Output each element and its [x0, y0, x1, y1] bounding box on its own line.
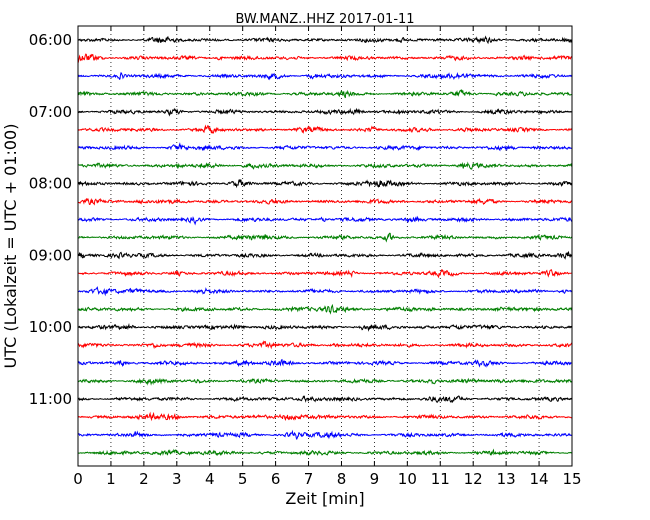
x-tick-label: 10 [398, 470, 417, 488]
x-tick-label: 13 [497, 470, 516, 488]
trace-0845 [77, 232, 573, 243]
y-tick-label: 11:00 [29, 390, 72, 408]
x-tick-label: 8 [337, 470, 347, 488]
trace-0930 [77, 286, 573, 297]
trace-1115 [77, 411, 573, 422]
plot-frame [77, 25, 573, 467]
x-tick-label: 11 [431, 470, 450, 488]
trace-0715 [77, 124, 573, 134]
y-axis-label: UTC (Lokalzeit = UTC + 01:00) [1, 124, 20, 369]
axis-ticks: 0 1 2 3 4 5 6 7 8 9 10 11 12 13 14 1506:0007:0008:0009:… [29, 26, 582, 488]
trace-0645 [77, 89, 573, 99]
chart-title: BW.MANZ..HHZ 2017-01-11 [235, 12, 414, 27]
trace-0830 [77, 215, 573, 226]
x-tick-label: 15 [562, 470, 581, 488]
trace-0730 [77, 142, 573, 152]
trace-1000 [77, 323, 573, 332]
x-tick-label: 4 [205, 470, 215, 488]
trace-0815 [77, 197, 573, 206]
y-tick-label: 07:00 [29, 103, 72, 121]
y-tick-label: 10:00 [29, 318, 72, 336]
y-tick-label: 09:00 [29, 246, 72, 264]
x-tick-label: 0 [73, 470, 83, 488]
x-tick-label: 12 [464, 470, 483, 488]
trace-1130 [77, 429, 573, 441]
y-tick-label: 08:00 [29, 175, 72, 193]
grid-lines [110, 26, 540, 466]
trace-0630 [77, 71, 573, 81]
x-tick-label: 6 [271, 470, 281, 488]
trace-0900 [77, 250, 573, 260]
x-axis-label: Zeit [min] [285, 489, 364, 508]
x-tick-label: 2 [139, 470, 149, 488]
trace-0945 [77, 303, 573, 315]
trace-1015 [77, 340, 573, 350]
x-tick-label: 3 [172, 470, 182, 488]
x-tick-label: 5 [238, 470, 248, 488]
trace-0745 [77, 161, 573, 170]
trace-1030 [77, 358, 573, 368]
x-tick-label: 9 [370, 470, 380, 488]
trace-0615 [77, 53, 573, 63]
x-tick-label: 1 [106, 470, 116, 488]
trace-0700 [77, 107, 573, 117]
trace-0915 [77, 268, 573, 279]
trace-0600 [77, 35, 573, 45]
x-tick-label: 7 [304, 470, 314, 488]
x-tick-label: 14 [530, 470, 549, 488]
trace-1100 [77, 395, 573, 404]
trace-1145 [77, 448, 573, 457]
trace-1045 [77, 377, 573, 386]
y-tick-label: 06:00 [29, 31, 72, 49]
trace-series [77, 35, 573, 457]
trace-0800 [77, 179, 573, 189]
